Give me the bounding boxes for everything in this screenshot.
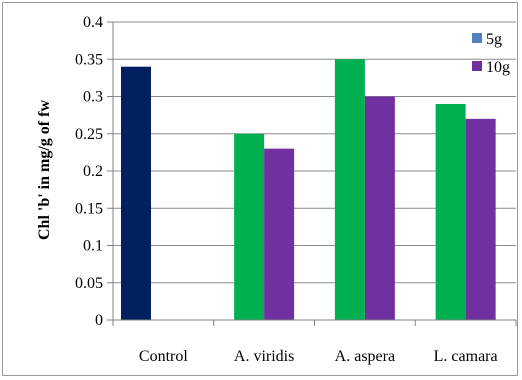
y-tick-label: 0.35 xyxy=(75,51,103,68)
y-tick-label: 0.4 xyxy=(83,14,103,31)
legend: 5g 10g xyxy=(472,31,510,76)
x-category-label: L. camara xyxy=(434,348,498,365)
legend-swatch-10g xyxy=(472,61,482,71)
bar-5g-3 xyxy=(435,103,466,320)
y-tick-label: 0.25 xyxy=(75,126,103,143)
bars xyxy=(121,59,496,320)
bar-control xyxy=(121,66,151,320)
y-tick-label: 0.05 xyxy=(75,275,103,292)
bar-10g-2 xyxy=(364,96,395,320)
bar-5g-1 xyxy=(234,133,265,320)
legend-swatch-5g xyxy=(472,33,482,43)
legend-label-5g: 5g xyxy=(486,31,502,48)
bar-10g-3 xyxy=(465,118,496,320)
y-tick-label: 0.3 xyxy=(83,89,103,106)
y-axis-label: Chl 'b' in mg/g of fw xyxy=(36,100,53,240)
bar-5g-2 xyxy=(334,59,365,320)
y-tick-labels: 0 0.05 0.1 0.15 0.2 0.25 0.3 0.35 0.4 xyxy=(75,14,103,329)
y-tick-label: 0.1 xyxy=(83,238,103,255)
x-category-label: A. viridis xyxy=(234,348,294,365)
axes xyxy=(107,21,517,326)
y-tick-label: 0.2 xyxy=(83,163,103,180)
x-category-label: A. aspera xyxy=(335,348,395,365)
y-tick-label: 0.15 xyxy=(75,200,103,217)
bar-10g-1 xyxy=(264,148,295,320)
x-category-labels: Control A. viridis A. aspera L. camara xyxy=(139,348,498,365)
legend-label-10g: 10g xyxy=(486,59,510,76)
x-category-label: Control xyxy=(139,348,188,365)
y-tick-label: 0 xyxy=(95,312,103,329)
